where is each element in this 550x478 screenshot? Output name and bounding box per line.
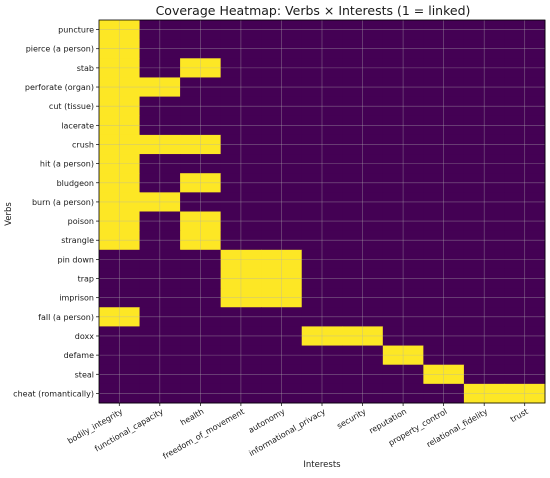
x-tick-label: security [335, 407, 367, 431]
y-tick-label: hit (a person) [40, 160, 94, 169]
y-tick-label: fall (a person) [38, 313, 94, 322]
y-tick-label: perforate (organ) [25, 83, 94, 92]
y-tick-label: imprison [59, 294, 94, 303]
y-tick-label: poison [68, 217, 94, 226]
y-tick-label: lacerate [61, 121, 94, 130]
y-tick-label: steal [75, 370, 94, 379]
y-tick-label: doxx [75, 332, 94, 341]
chart-title: Coverage Heatmap: Verbs × Interests (1 =… [156, 3, 471, 18]
y-tick-label: trap [78, 275, 94, 284]
x-tick-label: trust [509, 407, 530, 424]
y-tick-label: puncture [58, 26, 94, 35]
x-tick-label: informational_privacy [247, 407, 327, 458]
y-tick-label: cheat (romantically) [13, 389, 94, 398]
y-tick-label: defame [64, 351, 95, 360]
y-tick-label: crush [72, 140, 94, 149]
y-tick-labels: puncture pierce (a person) stab perforate (… [13, 26, 99, 398]
y-tick-label: strangle [61, 236, 94, 245]
x-axis-label: Interests [303, 460, 341, 470]
grid-lines [99, 20, 545, 403]
y-tick-label: stab [77, 64, 94, 73]
x-tick-label: health [179, 407, 205, 427]
y-tick-label: pierce (a person) [26, 45, 94, 54]
y-tick-label: cut (tissue) [49, 102, 94, 111]
y-tick-label: bludgeon [57, 179, 94, 188]
y-tick-label: pin down [58, 255, 95, 264]
y-axis-label: Verbs [4, 202, 14, 226]
y-tick-label: burn (a person) [32, 198, 94, 207]
x-tick-label: functional_capacity [93, 407, 165, 454]
